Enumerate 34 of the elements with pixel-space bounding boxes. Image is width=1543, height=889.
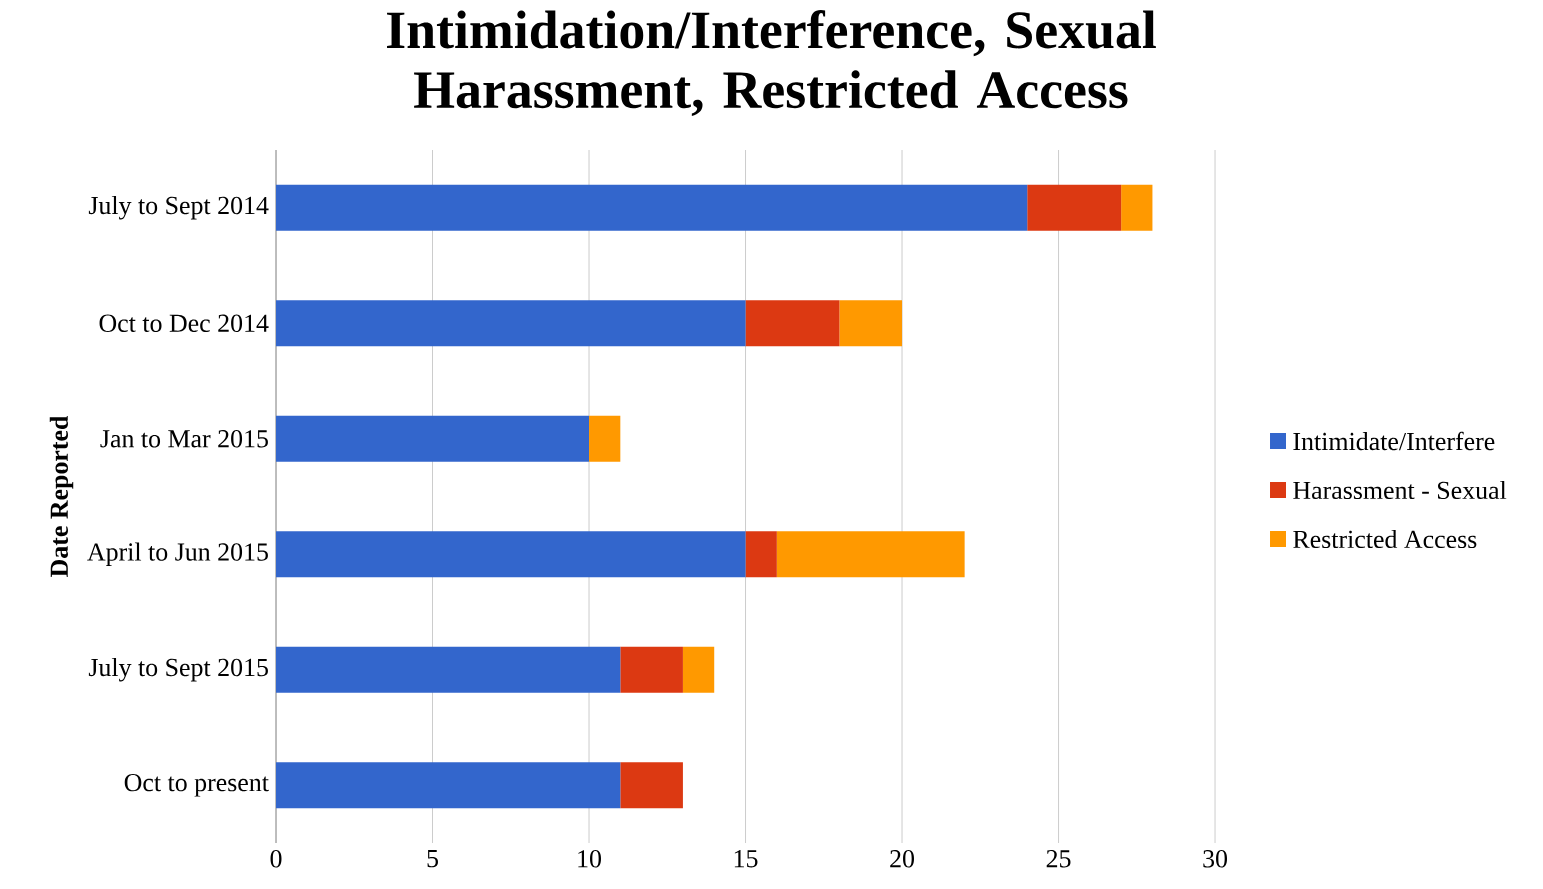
x-tick-label: 10 bbox=[578, 850, 601, 868]
bar bbox=[1027, 184, 1122, 231]
bar bbox=[839, 300, 903, 347]
bar bbox=[620, 762, 683, 809]
x-tick-label: 30 bbox=[1203, 850, 1228, 868]
bar bbox=[682, 646, 715, 693]
x-tick-label: 25 bbox=[1046, 850, 1071, 868]
bar bbox=[276, 646, 621, 693]
bar bbox=[745, 531, 777, 578]
x-tick-label: 20 bbox=[890, 850, 914, 868]
x-tick-label: 15 bbox=[734, 850, 758, 868]
x-tick-label: 5 bbox=[427, 850, 438, 868]
bar bbox=[276, 415, 590, 462]
bar bbox=[276, 531, 746, 578]
legend-label: Restricted Access bbox=[1293, 529, 1477, 549]
bar bbox=[745, 300, 840, 347]
chart-title: Intimidation/Interference, Sexual Harassment, Restricted Access bbox=[387, 10, 1156, 117]
bar bbox=[276, 184, 1028, 231]
y-tick-label: Oct to Dec 2014 bbox=[99, 314, 269, 332]
bar bbox=[776, 531, 965, 578]
bar bbox=[276, 300, 746, 347]
y-tick-label: July to Sept 2015 bbox=[88, 657, 268, 682]
legend-label: Harassment - Sexual bbox=[1293, 480, 1507, 500]
y-tick-label: April to Jun 2015 bbox=[87, 542, 268, 566]
y-tick-label: July to Sept 2014 bbox=[88, 195, 269, 220]
bar bbox=[620, 646, 683, 693]
y-axis-title: Date Reported bbox=[49, 415, 74, 577]
legend-label: Intimidate/Interfere bbox=[1293, 431, 1495, 451]
y-tick-label: Oct to present bbox=[124, 773, 269, 797]
bar bbox=[1121, 184, 1153, 231]
y-tick-label: Jan to Mar 2015 bbox=[100, 430, 268, 448]
bar bbox=[276, 762, 621, 809]
bar bbox=[589, 415, 621, 462]
x-tick-label: 0 bbox=[270, 850, 282, 868]
